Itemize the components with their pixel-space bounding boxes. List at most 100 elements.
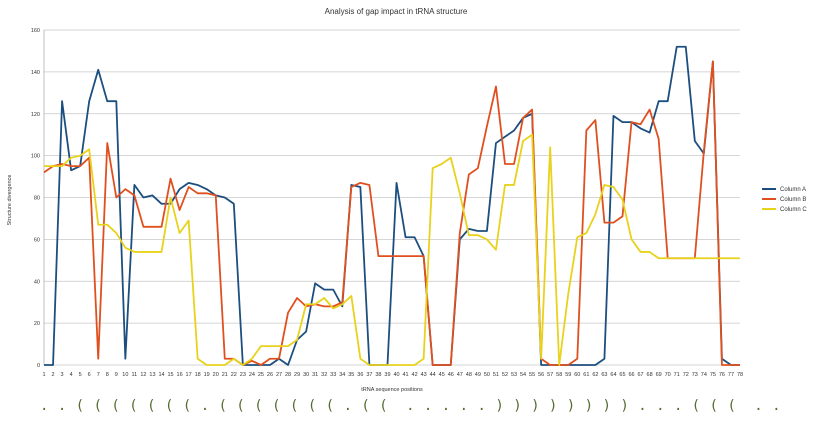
x-tick-label: 43 bbox=[421, 372, 427, 378]
x-tick-label: 69 bbox=[656, 372, 662, 378]
x-tick-label: 3 bbox=[61, 372, 64, 378]
x-tick-label: 16 bbox=[177, 372, 183, 378]
y-tick-label: 40 bbox=[34, 279, 40, 285]
y-tick-label: 0 bbox=[37, 363, 40, 369]
chart-title: Analysis of gap impact in tRNA structure bbox=[325, 7, 468, 16]
y-tick-label: 160 bbox=[31, 28, 40, 34]
x-tick-label: 20 bbox=[213, 372, 219, 378]
y-axis-label: Structure divergence bbox=[7, 175, 13, 226]
x-tick-label: 67 bbox=[638, 372, 644, 378]
x-tick-label: 12 bbox=[140, 372, 146, 378]
x-tick-label: 14 bbox=[158, 372, 164, 378]
x-tick-label: 10 bbox=[122, 372, 128, 378]
x-tick-label: 77 bbox=[728, 372, 734, 378]
x-tick-label: 11 bbox=[132, 372, 138, 378]
x-tick-label: 68 bbox=[647, 372, 653, 378]
x-tick-label: 21 bbox=[222, 372, 228, 378]
x-tick-label: 4 bbox=[70, 372, 73, 378]
x-tick-label: 53 bbox=[511, 372, 517, 378]
series-line-column-b bbox=[43, 60, 740, 366]
x-tick-label: 71 bbox=[674, 372, 680, 378]
x-tick-label: 28 bbox=[285, 372, 291, 378]
y-tick-label: 120 bbox=[31, 112, 40, 118]
x-tick-label: 34 bbox=[339, 372, 345, 378]
x-tick-label: 63 bbox=[601, 372, 607, 378]
x-tick-label: 41 bbox=[402, 372, 408, 378]
x-tick-label: 24 bbox=[249, 372, 255, 378]
series-line-column-c bbox=[44, 133, 740, 366]
y-tick-label: 60 bbox=[34, 237, 40, 243]
x-tick-label: 29 bbox=[294, 372, 300, 378]
x-tick-label: 8 bbox=[106, 372, 109, 378]
y-tick-label: 140 bbox=[31, 70, 40, 76]
x-tick-label: 26 bbox=[267, 372, 273, 378]
legend-label: Column C bbox=[780, 207, 807, 213]
y-tick-label: 20 bbox=[34, 321, 40, 327]
x-tick-label: 40 bbox=[393, 372, 399, 378]
x-tick-label: 66 bbox=[628, 372, 634, 378]
x-tick-label: 50 bbox=[484, 372, 490, 378]
x-tick-label: 42 bbox=[412, 372, 418, 378]
x-tick-label: 6 bbox=[88, 372, 91, 378]
x-tick-label: 70 bbox=[665, 372, 671, 378]
x-tick-label: 72 bbox=[683, 372, 689, 378]
x-tick-label: 59 bbox=[565, 372, 571, 378]
x-tick-label: 58 bbox=[556, 372, 562, 378]
x-tick-label: 32 bbox=[321, 372, 327, 378]
x-tick-label: 62 bbox=[592, 372, 598, 378]
y-tick-label: 80 bbox=[34, 196, 40, 202]
x-tick-label: 54 bbox=[520, 372, 526, 378]
x-tick-label: 49 bbox=[475, 372, 481, 378]
x-tick-label: 55 bbox=[529, 372, 535, 378]
x-tick-label: 7 bbox=[97, 372, 100, 378]
legend: Column A Column B Column C bbox=[762, 187, 807, 213]
y-tick-labels: 0 20 40 60 80 100 120 140 160 bbox=[31, 28, 40, 369]
x-tick-label: 13 bbox=[149, 372, 155, 378]
x-tick-label: 35 bbox=[348, 372, 354, 378]
x-tick-label: 15 bbox=[167, 372, 173, 378]
series-line-column-a bbox=[44, 45, 740, 366]
x-tick-label: 74 bbox=[701, 372, 707, 378]
x-tick-label: 27 bbox=[276, 372, 282, 378]
x-tick-label: 64 bbox=[610, 372, 616, 378]
x-tick-label: 51 bbox=[493, 372, 499, 378]
x-tick-label: 2 bbox=[52, 372, 55, 378]
x-tick-label: 39 bbox=[384, 372, 390, 378]
x-tick-label: 19 bbox=[204, 372, 210, 378]
x-tick-label: 47 bbox=[457, 372, 463, 378]
x-tick-label: 18 bbox=[195, 372, 201, 378]
x-tick-label: 9 bbox=[115, 372, 118, 378]
x-tick-label: 23 bbox=[240, 372, 246, 378]
series-lines bbox=[43, 45, 740, 366]
x-tick-label: 78 bbox=[737, 372, 743, 378]
x-tick-label: 52 bbox=[502, 372, 508, 378]
x-tick-label: 46 bbox=[448, 372, 454, 378]
secondary-structure-string: . . ( ( ( ( ( ( ( . ( ( ( ( ( ( ( . ( ( … bbox=[40, 398, 780, 414]
x-tick-label: 5 bbox=[79, 372, 82, 378]
x-axis-label: tRNA sequence positions bbox=[361, 387, 423, 393]
x-tick-label: 30 bbox=[303, 372, 309, 378]
x-tick-labels: 1 2 3 4 5 6 7 8 9 10 11 12 13 14 15 16 17 18 19 20 21 22 23 24 2… bbox=[42, 372, 743, 378]
x-tick-label: 22 bbox=[231, 372, 237, 378]
x-tick-label: 65 bbox=[619, 372, 625, 378]
x-tick-label: 44 bbox=[430, 372, 436, 378]
x-tick-label: 60 bbox=[574, 372, 580, 378]
y-tick-label: 100 bbox=[31, 154, 40, 160]
x-tick-label: 45 bbox=[439, 372, 445, 378]
x-tick-label: 56 bbox=[538, 372, 544, 378]
x-tick-label: 76 bbox=[719, 372, 725, 378]
x-tick-label: 1 bbox=[42, 372, 45, 378]
legend-label: Column B bbox=[780, 197, 806, 203]
x-tick-label: 31 bbox=[312, 372, 318, 378]
x-tick-label: 33 bbox=[330, 372, 336, 378]
x-tick-label: 73 bbox=[692, 372, 698, 378]
x-tick-label: 37 bbox=[366, 372, 372, 378]
x-tick-label: 17 bbox=[186, 372, 192, 378]
x-tick-label: 48 bbox=[466, 372, 472, 378]
x-tick-label: 36 bbox=[357, 372, 363, 378]
legend-label: Column A bbox=[780, 187, 806, 193]
x-tick-label: 61 bbox=[583, 372, 589, 378]
grid-lines bbox=[43, 29, 740, 366]
